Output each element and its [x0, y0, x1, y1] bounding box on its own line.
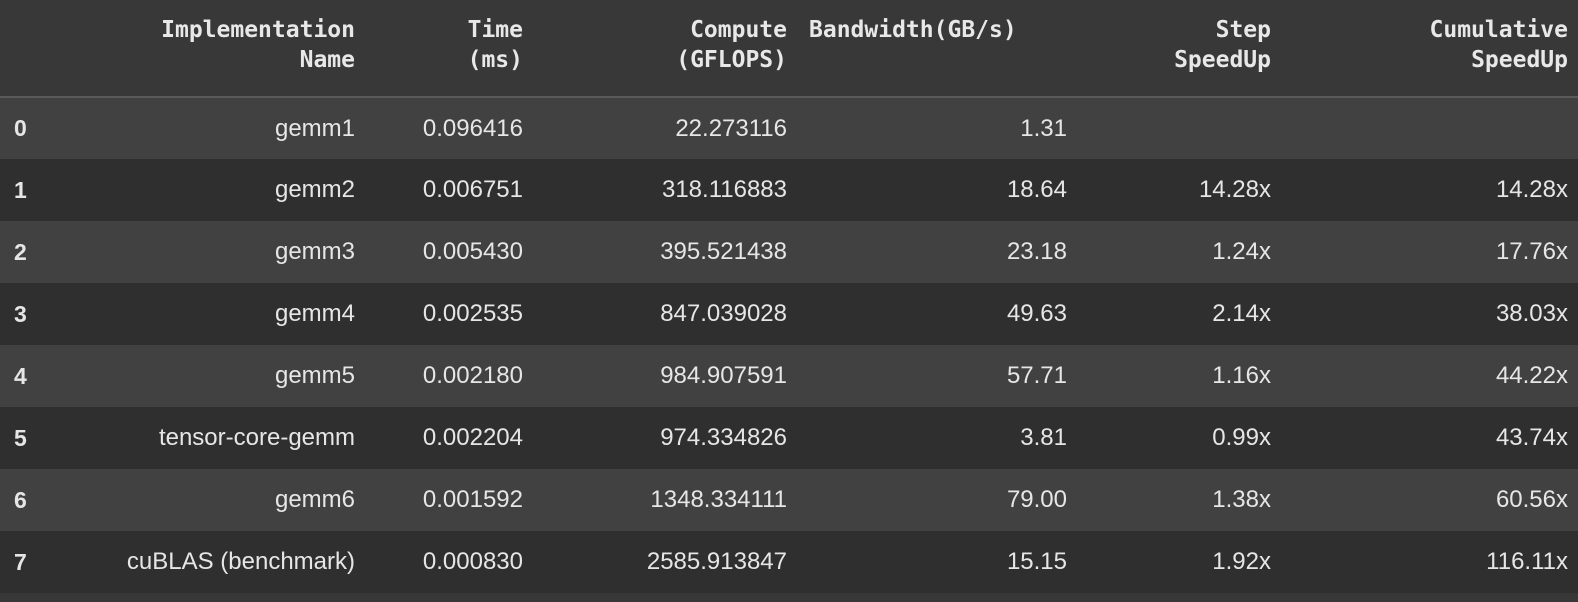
cell-name: gemm1: [274, 114, 355, 142]
cell-step-speedup: 14.28x: [1198, 176, 1271, 203]
cell-name: gemm4: [274, 300, 355, 327]
cell-time: 0.002180: [422, 362, 523, 389]
header-line: SpeedUp: [1174, 47, 1271, 73]
cell-compute: 984.907591: [660, 362, 787, 389]
cell-step-speedup: 0.99x: [1212, 424, 1271, 451]
cell-name: gemm3: [274, 238, 355, 265]
cell-bandwidth: 18.64: [1006, 176, 1067, 203]
row-index: 0: [14, 115, 27, 141]
table-row: 7 cuBLAS (benchmark) 0.000830 2585.91384…: [0, 531, 1578, 593]
cell-name: gemm6: [274, 486, 355, 513]
header-line: SpeedUp: [1471, 47, 1568, 73]
cell-step-speedup: 1.16x: [1212, 362, 1271, 389]
row-index: 4: [14, 362, 27, 389]
table-row: 4 gemm5 0.002180 984.907591 57.71 1.16x …: [0, 345, 1578, 407]
header-line: Implementation: [161, 17, 355, 43]
index-header: [0, 0, 70, 98]
cell-time: 0.006751: [422, 176, 523, 203]
cell-step-speedup: 1.92x: [1212, 548, 1271, 575]
cell-step-speedup: 1.38x: [1212, 486, 1271, 513]
cell-bandwidth: 57.71: [1006, 362, 1067, 389]
header-line: Compute: [690, 17, 787, 43]
header-line: (ms): [467, 47, 523, 73]
column-header-implementation-name: Implementation Name: [70, 0, 365, 98]
column-header-cumulative-speedup: Cumulative SpeedUp: [1281, 0, 1578, 98]
cell-cumulative-speedup: 17.76x: [1495, 238, 1568, 265]
cell-cumulative-speedup: 44.22x: [1495, 362, 1568, 389]
cell-cumulative-speedup: 38.03x: [1495, 300, 1568, 327]
row-index: 7: [14, 548, 27, 575]
cell-cumulative-speedup: [1281, 97, 1578, 159]
cell-time: 0.002204: [422, 424, 523, 451]
cell-compute: 974.334826: [660, 424, 787, 451]
cell-name: tensor-core-gemm: [158, 424, 355, 451]
header-line: Step: [1215, 17, 1271, 43]
cell-name: cuBLAS (benchmark): [126, 548, 355, 575]
cell-cumulative-speedup: 43.74x: [1495, 424, 1568, 451]
cell-bandwidth: 23.18: [1006, 238, 1067, 265]
cell-bandwidth: 15.15: [1006, 548, 1067, 575]
header-line: Name: [299, 47, 355, 73]
cell-name: gemm2: [274, 176, 355, 203]
table-row: 0 gemm1 0.096416 22.273116 1.31: [0, 97, 1578, 159]
cell-cumulative-speedup: 116.11x: [1486, 548, 1568, 575]
cell-cumulative-speedup: 60.56x: [1495, 486, 1568, 513]
column-header-bandwidth: Bandwidth(GB/s): [797, 0, 1077, 98]
cell-time: 0.005430: [422, 238, 523, 265]
cell-compute: 847.039028: [660, 300, 787, 327]
header-line: Bandwidth(GB/s): [809, 17, 1017, 43]
cell-compute: 22.273116: [675, 114, 787, 142]
header-line: Time: [467, 17, 523, 43]
row-index: 6: [14, 486, 27, 513]
table-row: 6 gemm6 0.001592 1348.334111 79.00 1.38x…: [0, 469, 1578, 531]
table-row: 5 tensor-core-gemm 0.002204 974.334826 3…: [0, 407, 1578, 469]
header-row: Implementation Name Time (ms) Compute (G…: [0, 0, 1578, 98]
cell-time: 0.000830: [422, 548, 523, 575]
cell-bandwidth: 1.31: [1020, 114, 1067, 142]
column-header-step-speedup: Step SpeedUp: [1077, 0, 1281, 98]
table-row: 2 gemm3 0.005430 395.521438 23.18 1.24x …: [0, 221, 1578, 283]
cell-time: 0.096416: [422, 114, 523, 142]
cell-cumulative-speedup: 14.28x: [1495, 176, 1568, 203]
cell-name: gemm5: [274, 362, 355, 389]
column-header-compute: Compute (GFLOPS): [533, 0, 797, 98]
header-line: (GFLOPS): [676, 47, 787, 73]
table-row: 1 gemm2 0.006751 318.116883 18.64 14.28x…: [0, 159, 1578, 221]
cell-compute: 1348.334111: [650, 486, 787, 513]
cell-step-speedup: 1.24x: [1212, 238, 1271, 265]
row-index: 1: [14, 176, 27, 203]
header-line: Cumulative: [1429, 17, 1568, 43]
cell-bandwidth: 79.00: [1006, 486, 1067, 513]
cell-time: 0.002535: [422, 300, 523, 327]
cell-bandwidth: 49.63: [1006, 300, 1067, 327]
row-index: 5: [14, 424, 27, 451]
cell-compute: 395.521438: [660, 238, 787, 265]
cell-bandwidth: 3.81: [1020, 424, 1067, 451]
column-header-time: Time (ms): [365, 0, 533, 98]
table-row: 3 gemm4 0.002535 847.039028 49.63 2.14x …: [0, 283, 1578, 345]
cell-step-speedup: [1077, 97, 1281, 159]
cell-compute: 2585.913847: [646, 548, 787, 575]
cell-time: 0.001592: [422, 486, 523, 513]
row-index: 2: [14, 238, 27, 265]
row-index: 3: [14, 300, 27, 327]
cell-step-speedup: 2.14x: [1212, 300, 1271, 327]
cell-compute: 318.116883: [661, 176, 787, 203]
